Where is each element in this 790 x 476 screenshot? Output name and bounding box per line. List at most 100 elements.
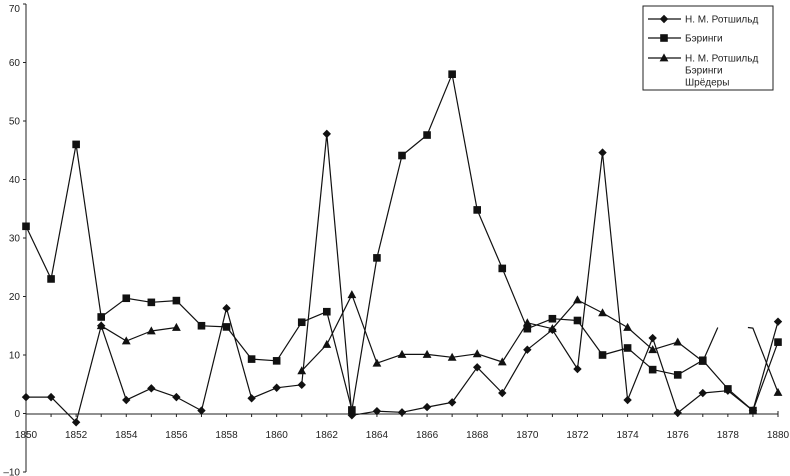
y-tick-label: 60: [9, 58, 21, 69]
data-point-triangle: [146, 326, 156, 335]
series-square: [22, 70, 782, 415]
data-point-triangle: [322, 339, 332, 348]
x-tick-label: 1874: [616, 430, 639, 441]
x-tick-label: 1864: [366, 430, 389, 441]
series-layer: [21, 70, 783, 427]
data-point-square: [573, 316, 582, 325]
data-point-triangle: [623, 322, 632, 331]
data-point-diamond: [673, 408, 682, 418]
data-point-square: [323, 307, 331, 316]
y-tick-label: 20: [9, 292, 21, 303]
data-point-diamond: [272, 383, 281, 392]
data-point-triangle: [472, 349, 482, 358]
y-tick-label: 50: [9, 117, 21, 128]
y-tick-label: 40: [9, 175, 21, 186]
data-point-triangle: [372, 358, 382, 367]
x-tick-label: 1858: [215, 430, 238, 441]
data-point-square: [724, 385, 732, 393]
y-tick-label: –10: [3, 468, 20, 476]
data-point-square: [373, 254, 381, 262]
data-point-diamond: [46, 392, 56, 402]
series-triangle: [96, 290, 783, 396]
data-point-square: [97, 313, 105, 321]
data-point-diamond: [397, 408, 407, 417]
data-point-diamond: [773, 317, 783, 326]
data-point-square: [548, 314, 557, 323]
data-point-square: [523, 324, 532, 333]
data-point-square: [398, 151, 406, 160]
legend-marker-square: [660, 34, 668, 42]
y-axis-ticks: 70 60 50 40 30 20 10 0 –10: [3, 3, 26, 476]
data-point-diamond: [598, 148, 607, 157]
data-point-diamond: [573, 364, 582, 374]
x-tick-label: 1860: [266, 430, 289, 441]
legend-label: Бэринги: [685, 34, 723, 45]
data-point-diamond: [147, 384, 156, 393]
x-tick-label: 1854: [115, 430, 138, 441]
data-point-diamond: [648, 333, 657, 343]
data-point-triangle: [297, 366, 307, 375]
legend-entry-square: Бэринги: [648, 34, 723, 45]
legend-marker-triangle: [659, 53, 669, 62]
x-tick-label: 1878: [717, 430, 740, 441]
data-point-square: [648, 365, 657, 374]
series-line: [25, 73, 779, 412]
x-tick-label: 1872: [566, 430, 589, 441]
legend-label: Н. М. Ротшильд: [685, 15, 758, 26]
data-point-diamond: [172, 392, 181, 402]
data-point-diamond: [247, 394, 256, 403]
data-point-diamond: [71, 418, 81, 427]
data-point-triangle: [673, 337, 683, 346]
x-tick-label: 1876: [667, 430, 690, 441]
data-point-square: [222, 323, 231, 331]
data-point-triangle: [548, 324, 557, 333]
data-point-square: [749, 406, 757, 415]
y-tick-label: 30: [9, 234, 21, 245]
x-tick-label: 1852: [65, 430, 88, 441]
data-point-diamond: [21, 392, 31, 402]
data-point-triangle: [648, 345, 658, 354]
data-point-square: [72, 140, 80, 149]
data-point-square: [197, 321, 206, 330]
data-point-square: [498, 264, 507, 273]
x-tick-label: 1850: [15, 430, 38, 441]
data-point-square: [272, 357, 281, 365]
data-point-triangle: [347, 290, 357, 299]
legend-label: Н. М. Ротшильд: [685, 54, 758, 65]
data-point-triangle: [522, 318, 532, 327]
x-tick-label: 1870: [516, 430, 539, 441]
x-axis-ticks: 1850 1852 1854 1856 1858 1860 1862 1864 1866 1868…: [15, 414, 790, 441]
legend-label: Шрёдеры: [685, 78, 729, 89]
series-diamond: [21, 129, 783, 427]
data-point-square: [473, 206, 481, 214]
data-point-triangle: [96, 321, 106, 330]
data-point-diamond: [197, 406, 206, 415]
y-tick-label: 70: [9, 4, 21, 15]
data-point-diamond: [122, 395, 131, 405]
data-point-square: [348, 406, 356, 414]
data-point-triangle: [447, 352, 457, 361]
data-point-triangle: [422, 349, 432, 358]
data-point-square: [172, 296, 181, 305]
data-point-square: [423, 131, 431, 139]
data-point-triangle: [773, 387, 783, 396]
data-point-square: [122, 294, 131, 303]
legend-marker-diamond: [659, 14, 669, 24]
data-point-square: [47, 275, 55, 283]
legend-label: Бэринги: [685, 66, 723, 77]
data-point-triangle: [573, 295, 582, 304]
series-line: [26, 133, 779, 423]
data-point-square: [297, 318, 306, 327]
series-line: [100, 325, 177, 342]
y-tick-label: 10: [9, 351, 21, 362]
data-point-triangle: [698, 356, 708, 365]
data-point-square: [22, 222, 30, 231]
series-line: [747, 326, 779, 393]
legend-entry-diamond: Н. М. Ротшильд: [648, 15, 758, 26]
data-point-diamond: [222, 304, 231, 313]
data-point-triangle: [121, 336, 131, 345]
data-point-square: [247, 355, 256, 363]
x-tick-label: 1868: [466, 430, 489, 441]
series-line: [301, 294, 719, 372]
